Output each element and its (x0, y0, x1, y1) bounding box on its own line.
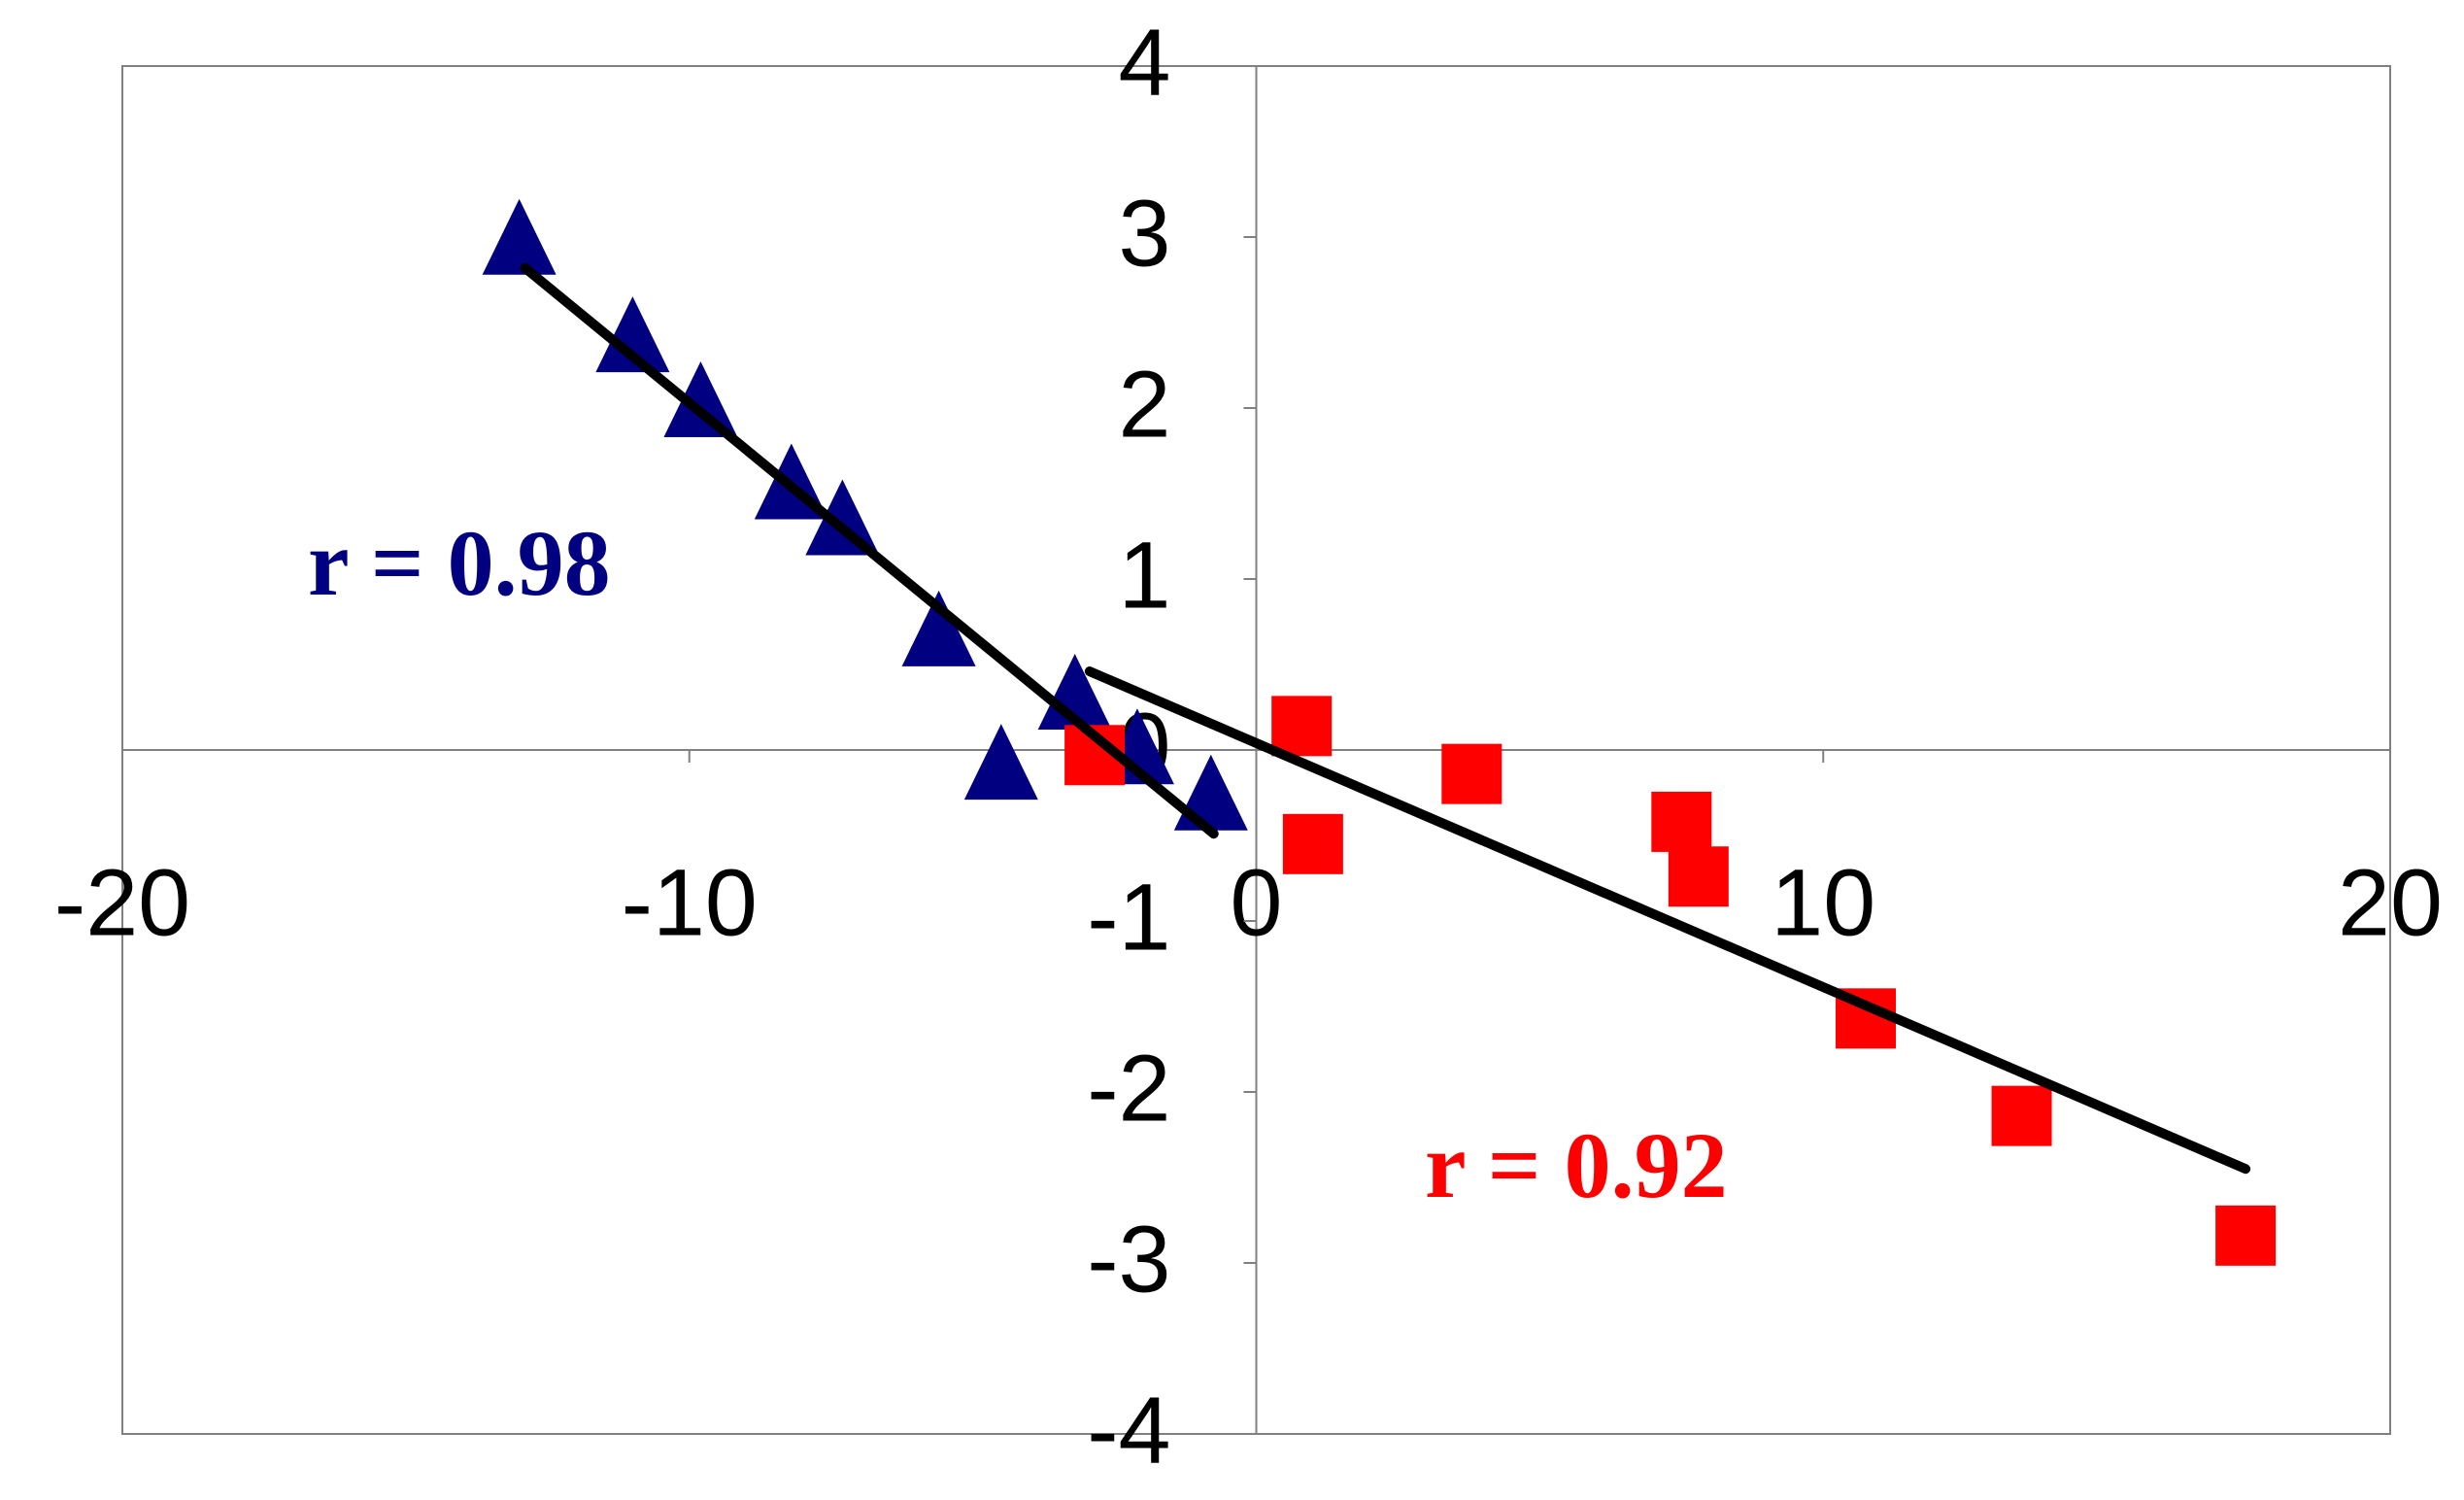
square-point (1441, 743, 1502, 804)
y-tick-label: 4 (1119, 10, 1171, 116)
triangle-point (482, 198, 557, 275)
y-tick-label: 2 (1119, 352, 1171, 458)
triangle-point (901, 590, 976, 666)
y-tick-label: 1 (1119, 523, 1171, 629)
y-tick-label: 3 (1119, 181, 1171, 287)
x-tick-label: -10 (622, 850, 758, 956)
triangle-point (663, 361, 738, 437)
triangle-point (805, 479, 880, 556)
x-tick-label: 0 (1231, 850, 1283, 956)
y-tick-label: -1 (1087, 865, 1170, 971)
trend-line (520, 262, 1219, 839)
triangle-point (595, 296, 670, 373)
square-point (1271, 696, 1333, 757)
square-point (2215, 1205, 2277, 1266)
x-tick-label: 20 (2338, 850, 2443, 956)
square-point (1668, 846, 1729, 907)
triangle-point (963, 724, 1038, 801)
x-tick-label: 10 (1771, 850, 1875, 956)
square-point (1651, 791, 1712, 852)
triangle-point (1173, 754, 1248, 831)
trend-line (1084, 666, 2251, 1175)
x-tick-label: -20 (54, 850, 190, 956)
y-tick-label: -3 (1087, 1207, 1170, 1312)
annotation: r = 0.92 (1425, 1113, 1728, 1217)
y-tick-label: -4 (1087, 1378, 1170, 1483)
y-tick-label: -2 (1087, 1036, 1170, 1142)
annotation: r = 0.98 (308, 511, 611, 615)
square-point (1282, 813, 1343, 874)
square-point (1991, 1085, 2052, 1146)
